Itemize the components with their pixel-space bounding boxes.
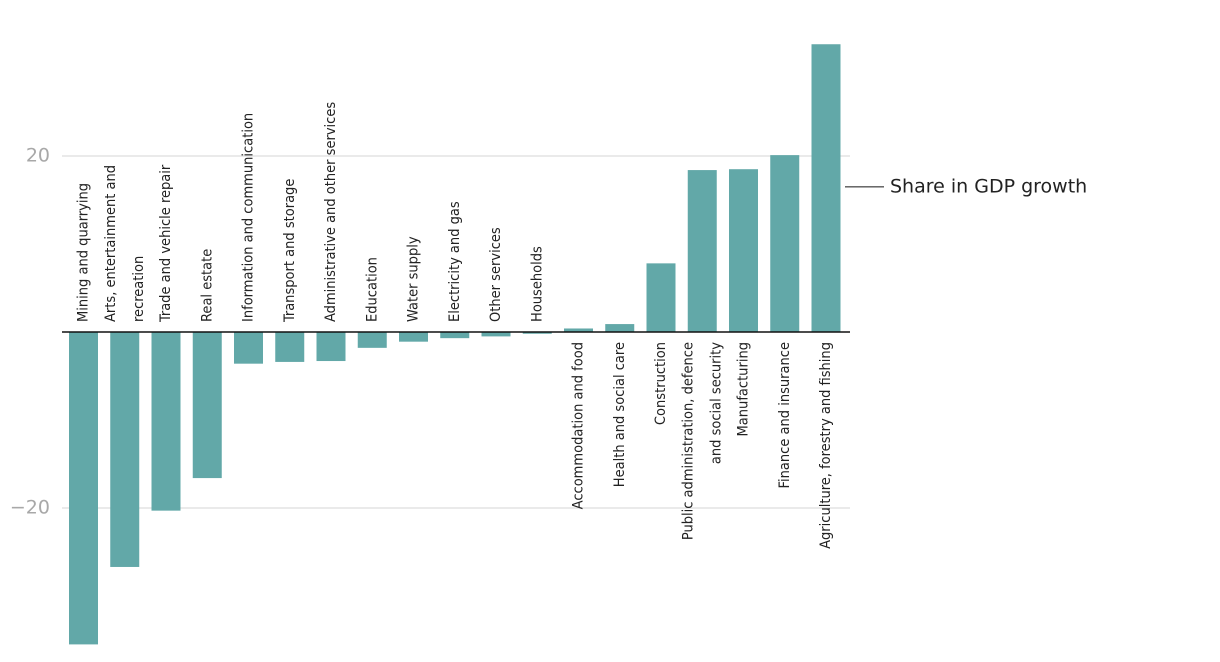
bar xyxy=(399,332,428,342)
gridlines xyxy=(62,155,850,509)
bar xyxy=(729,169,758,332)
category-label: Households xyxy=(529,246,545,322)
category-label: Electricity and gas xyxy=(447,201,463,322)
bar xyxy=(605,324,635,332)
category-label: Finance and insurance xyxy=(777,342,793,488)
bar xyxy=(357,332,387,348)
bar xyxy=(275,332,305,362)
bar xyxy=(110,332,140,567)
y-tick-label: −20 xyxy=(10,497,50,519)
bar xyxy=(811,44,841,333)
bar xyxy=(69,332,98,645)
category-label: recreation xyxy=(131,256,147,322)
category-label: Trade and vehicle repair xyxy=(158,164,174,323)
bar xyxy=(440,332,470,339)
category-label: Health and social care xyxy=(612,342,628,487)
bar xyxy=(192,332,222,479)
category-label: Information and communication xyxy=(241,113,257,322)
category-label: and social security xyxy=(708,342,724,464)
bar xyxy=(151,332,181,511)
category-label: Manufacturing xyxy=(736,342,752,436)
annotation-label: Share in GDP growth xyxy=(890,175,1087,197)
category-label: Agriculture, forestry and fishing xyxy=(818,342,834,549)
y-tick-label: 20 xyxy=(26,145,50,167)
annotation-group: Share in GDP growth xyxy=(845,175,1087,197)
bars xyxy=(62,44,850,645)
category-label: Other services xyxy=(488,227,504,322)
category-label: Arts, entertainment and xyxy=(103,165,119,322)
y-axis-ticks: 20 −20 xyxy=(10,145,50,519)
category-label: Water supply xyxy=(406,236,422,322)
bar xyxy=(316,332,346,362)
category-labels: Mining and quarrying Arts, entertainment … xyxy=(76,102,835,549)
bar xyxy=(234,332,263,364)
category-label: Real estate xyxy=(199,249,215,322)
category-label: Accommodation and food xyxy=(571,342,587,509)
bar xyxy=(522,332,552,334)
category-label: Education xyxy=(364,257,380,322)
category-label: Construction xyxy=(653,342,669,425)
bar xyxy=(564,328,593,332)
bar xyxy=(687,170,717,332)
bar xyxy=(770,155,800,332)
category-label: Administrative and other services xyxy=(323,102,339,322)
category-label: Public administration, defence xyxy=(680,342,696,540)
bar xyxy=(646,263,676,332)
bar xyxy=(481,332,511,337)
category-label: Transport and storage xyxy=(282,179,298,323)
category-label: Mining and quarrying xyxy=(76,183,92,322)
